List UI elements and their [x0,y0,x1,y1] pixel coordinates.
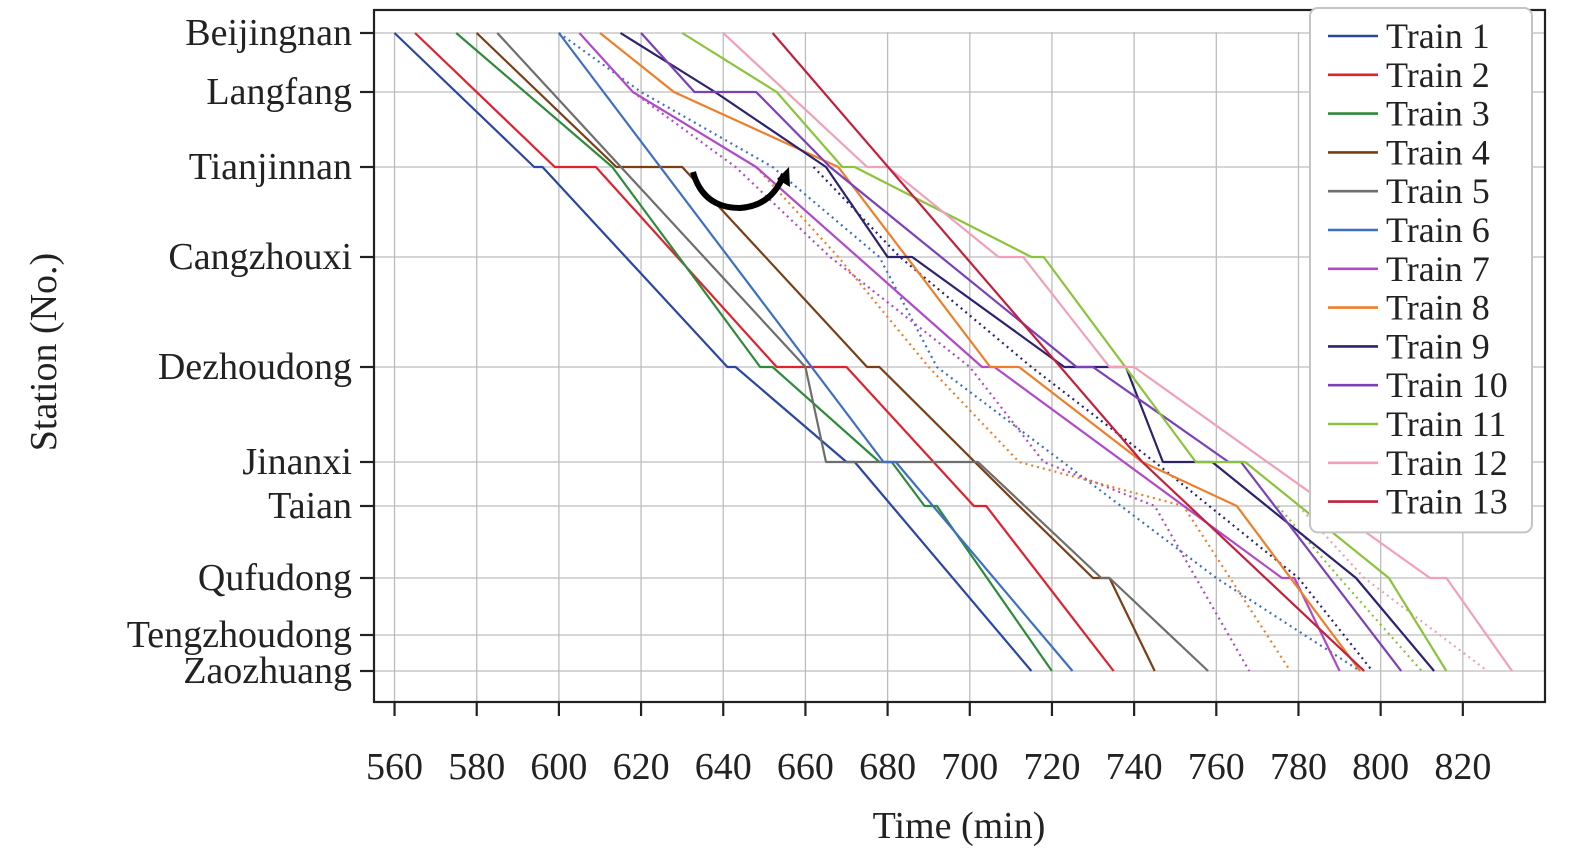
x-tick-label: 720 [1023,746,1080,788]
legend-label: Train 5 [1386,171,1490,211]
dotted-line-train-9 [812,166,1374,672]
x-tick-label: 600 [530,746,587,788]
legend-label: Train 7 [1386,249,1490,289]
legend-label: Train 4 [1386,132,1490,172]
x-tick-label: 640 [695,746,752,788]
annotation-layer [690,167,790,212]
legend-label: Train 6 [1386,210,1490,250]
legend-label: Train 10 [1386,365,1508,405]
station-label: Tianjinnan [189,146,352,188]
x-tick-label: 820 [1434,746,1491,788]
dotted-line-train-7 [632,91,1251,672]
station-label: Taian [268,485,352,527]
swap-arrow-icon [690,171,787,212]
dotted-line-train-6 [558,32,1361,672]
dotted-series-layer [558,32,1489,672]
series-line-train-6 [558,32,1074,672]
legend-label: Train 11 [1386,404,1506,444]
legend-label: Train 9 [1386,326,1490,366]
station-label: Beijingnan [185,12,352,54]
x-axis-title: Time (min) [873,805,1046,847]
x-tick-label: 680 [859,746,916,788]
station-label: Tengzhoudong [127,614,352,656]
station-label: Jinanxi [242,441,352,483]
series-line-train-8 [599,32,1361,672]
series-line-train-5 [496,32,1209,672]
dotted-line-train-11 [1277,505,1423,672]
station-label: Qufudong [198,557,352,599]
series-line-train-1 [393,32,1033,672]
legend-label: Train 3 [1386,94,1490,134]
x-tick-label: 580 [448,746,505,788]
plot-frame [372,8,1547,704]
x-tick-label: 560 [366,746,423,788]
x-tick-label: 660 [777,746,834,788]
station-label: Dezhoudong [158,346,352,388]
x-tick-label: 740 [1106,746,1163,788]
x-tick-label: 700 [941,746,998,788]
dotted-line-train-12 [1297,505,1489,672]
series-line-train-2 [414,32,1115,672]
series-line-train-9 [619,32,1435,672]
legend-label: Train 8 [1386,288,1490,328]
station-label: Langfang [206,71,352,113]
legend-label: Train 2 [1386,55,1490,95]
series-line-train-4 [475,32,1156,672]
station-label: Cangzhouxi [168,236,352,278]
legend-label: Train 12 [1386,443,1508,483]
y-axis-title: Station (No.) [23,253,65,451]
x-tick-label: 760 [1188,746,1245,788]
arrowhead-icon [777,167,790,187]
legend-label: Train 1 [1386,16,1490,56]
series-line-train-13 [771,32,1365,672]
series-line-train-12 [722,32,1513,672]
station-label: Zaozhuang [183,650,352,692]
axis-layer: 560 580 600 620 640 660 680 700 720 740 760 780 800 8… [127,8,1547,788]
x-tick-label: 800 [1352,746,1409,788]
series-line-train-7 [578,32,1341,672]
legend-label: Train 13 [1386,482,1508,522]
x-tick-label: 620 [613,746,670,788]
legend-box [1309,7,1533,534]
x-tick-label: 780 [1270,746,1327,788]
dotted-line-train-8 [755,166,1292,672]
